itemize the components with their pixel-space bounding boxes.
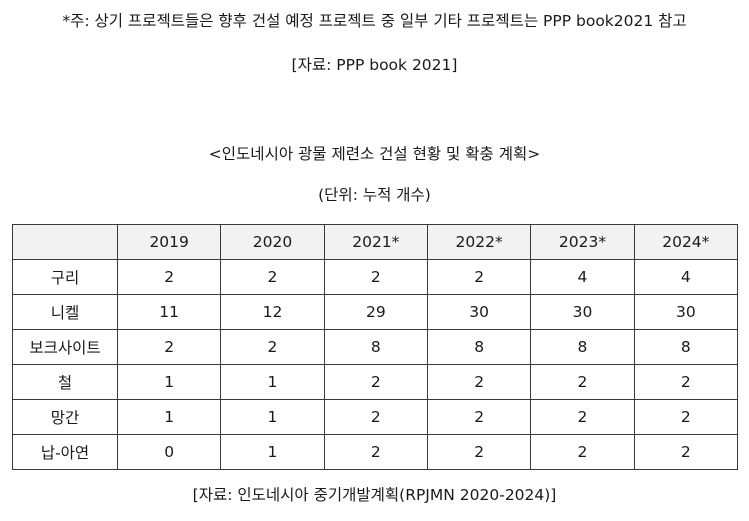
mineral-label: 철 bbox=[12, 364, 118, 400]
unit-label: (단위: 누적 개수) bbox=[318, 186, 431, 204]
table-cell: 2 bbox=[633, 399, 739, 435]
year-header: 2019 bbox=[116, 224, 222, 260]
corner-header-cell bbox=[12, 224, 118, 260]
year-header: 2023* bbox=[530, 224, 635, 260]
table-cell: 2 bbox=[530, 364, 635, 400]
mineral-label: 구리 bbox=[12, 259, 118, 295]
table-cell: 8 bbox=[426, 329, 532, 365]
footnote: *주: 상기 프로젝트들은 향후 건설 예정 프로젝트 중 일부 기타 프로젝트… bbox=[62, 12, 687, 30]
table-row: 구리 2 2 2 2 4 4 bbox=[12, 259, 739, 295]
table-cell: 2 bbox=[530, 434, 635, 470]
mineral-label: 망간 bbox=[12, 399, 118, 435]
table-cell: 2 bbox=[220, 329, 325, 365]
table-row: 납-아연 0 1 2 2 2 2 bbox=[12, 434, 739, 470]
table-cell: 2 bbox=[323, 259, 428, 295]
table-cell: 1 bbox=[116, 399, 222, 435]
table-cell: 8 bbox=[633, 329, 739, 365]
table-cell: 2 bbox=[426, 364, 532, 400]
table-cell: 1 bbox=[116, 364, 222, 400]
table-cell: 2 bbox=[530, 399, 635, 435]
table-cell: 2 bbox=[116, 329, 222, 365]
table-cell: 11 bbox=[116, 294, 222, 330]
table-cell: 2 bbox=[426, 434, 532, 470]
table-title: <인도네시아 광물 제련소 건설 현황 및 확충 계획> bbox=[208, 145, 541, 163]
table-cell: 30 bbox=[633, 294, 739, 330]
year-header: 2021* bbox=[323, 224, 428, 260]
year-header: 2022* bbox=[426, 224, 532, 260]
table-cell: 1 bbox=[220, 434, 325, 470]
mineral-label: 납-아연 bbox=[12, 434, 118, 470]
table-cell: 29 bbox=[323, 294, 428, 330]
table-cell: 0 bbox=[116, 434, 222, 470]
smelter-table: 2019 2020 2021* 2022* 2023* 2024* 구리 2 2… bbox=[12, 224, 739, 470]
table-cell: 4 bbox=[530, 259, 635, 295]
table-cell: 2 bbox=[220, 259, 325, 295]
table-cell: 30 bbox=[426, 294, 532, 330]
mineral-label: 니켈 bbox=[12, 294, 118, 330]
table-cell: 8 bbox=[530, 329, 635, 365]
table-row: 망간 1 1 2 2 2 2 bbox=[12, 399, 739, 435]
table-cell: 2 bbox=[116, 259, 222, 295]
table-row: 니켈 11 12 29 30 30 30 bbox=[12, 294, 739, 330]
table-cell: 2 bbox=[323, 364, 428, 400]
table-cell: 2 bbox=[426, 259, 532, 295]
table-cell: 12 bbox=[220, 294, 325, 330]
source-citation-top: [자료: PPP book 2021] bbox=[291, 56, 458, 74]
table-cell: 2 bbox=[323, 434, 428, 470]
table-cell: 2 bbox=[323, 399, 428, 435]
table-cell: 1 bbox=[220, 364, 325, 400]
table-cell: 1 bbox=[220, 399, 325, 435]
table-row: 철 1 1 2 2 2 2 bbox=[12, 364, 739, 400]
table-header-row: 2019 2020 2021* 2022* 2023* 2024* bbox=[12, 224, 739, 260]
year-header: 2020 bbox=[220, 224, 325, 260]
table-cell: 2 bbox=[633, 364, 739, 400]
table-row: 보크사이트 2 2 8 8 8 8 bbox=[12, 329, 739, 365]
table-cell: 8 bbox=[323, 329, 428, 365]
table-cell: 30 bbox=[530, 294, 635, 330]
mineral-label: 보크사이트 bbox=[12, 329, 118, 365]
year-header: 2024* bbox=[633, 224, 739, 260]
table-cell: 2 bbox=[426, 399, 532, 435]
table-cell: 4 bbox=[633, 259, 739, 295]
table-cell: 2 bbox=[633, 434, 739, 470]
source-citation-bottom: [자료: 인도네시아 중기개발계획(RPJMN 2020-2024)] bbox=[192, 486, 557, 504]
